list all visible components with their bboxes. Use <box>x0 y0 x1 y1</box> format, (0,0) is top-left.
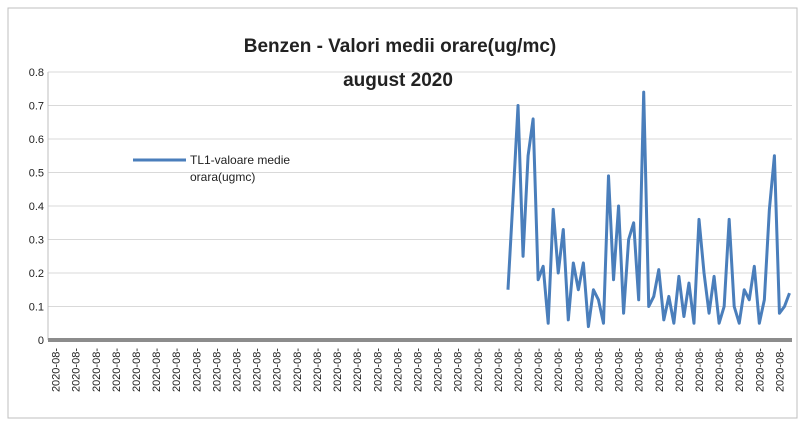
x-tick-label: 2020-08- <box>654 348 666 392</box>
x-tick-label: 2020-08- <box>71 348 83 392</box>
x-tick-label: 2020-08- <box>573 348 585 392</box>
x-tick-label: 2020-08- <box>332 348 344 392</box>
chart-frame <box>7 7 798 419</box>
x-tick-label: 2020-08- <box>352 348 364 392</box>
x-tick-label: 2020-08- <box>473 348 485 392</box>
x-tick-label: 2020-08- <box>232 348 244 392</box>
x-tick-label: 2020-08- <box>774 348 786 392</box>
y-tick-label: 0.4 <box>29 201 44 213</box>
chart-subtitle: august 2020 <box>343 70 453 91</box>
x-tick-label: 2020-08- <box>392 348 404 392</box>
y-tick-label: 0.5 <box>29 168 44 180</box>
y-tick-label: 0.8 <box>29 67 44 79</box>
x-tick-label: 2020-08- <box>513 348 525 392</box>
x-tick-label: 2020-08- <box>694 348 706 392</box>
x-tick-label: 2020-08- <box>211 348 223 392</box>
y-tick-label: 0.1 <box>29 302 44 314</box>
x-tick-label: 2020-08- <box>91 348 103 392</box>
x-tick-label: 2020-08- <box>252 348 264 392</box>
chart-title: Benzen - Valori medii orare(ug/mc) <box>244 36 557 57</box>
x-tick-label: 2020-08- <box>734 348 746 392</box>
x-tick-label: 2020-08- <box>372 348 384 392</box>
x-tick-label: 2020-08- <box>292 348 304 392</box>
x-tick-label: 2020-08- <box>151 348 163 392</box>
x-tick-label: 2020-08- <box>634 348 646 392</box>
y-tick-label: 0.3 <box>29 235 44 247</box>
x-tick-label: 2020-08- <box>433 348 445 392</box>
x-tick-label: 2020-08- <box>51 348 63 392</box>
x-tick-label: 2020-08- <box>272 348 284 392</box>
x-tick-label: 2020-08- <box>191 348 203 392</box>
x-tick-label: 2020-08- <box>714 348 726 392</box>
y-tick-label: 0.6 <box>29 134 44 146</box>
x-tick-label: 2020-08- <box>312 348 324 392</box>
x-tick-label: 2020-08- <box>533 348 545 392</box>
legend-label: TL1-valoare medie orara(ugmc) <box>190 153 291 184</box>
y-tick-label: 0 <box>38 335 44 347</box>
x-tick-label: 2020-08- <box>593 348 605 392</box>
x-tick-label: 2020-08- <box>493 348 505 392</box>
x-tick-label: 2020-08- <box>614 348 626 392</box>
x-tick-label: 2020-08- <box>412 348 424 392</box>
x-tick-label: 2020-08- <box>171 348 183 392</box>
x-tick-label: 2020-08- <box>674 348 686 392</box>
x-tick-label: 2020-08- <box>111 348 123 392</box>
x-tick-label: 2020-08- <box>453 348 465 392</box>
x-tick-label: 2020-08- <box>754 348 766 392</box>
y-tick-label: 0.2 <box>29 268 44 280</box>
y-tick-label: 0.7 <box>29 101 44 113</box>
data-line <box>506 90 791 329</box>
x-tick-label: 2020-08- <box>131 348 143 392</box>
x-tick-label: 2020-08- <box>553 348 565 392</box>
